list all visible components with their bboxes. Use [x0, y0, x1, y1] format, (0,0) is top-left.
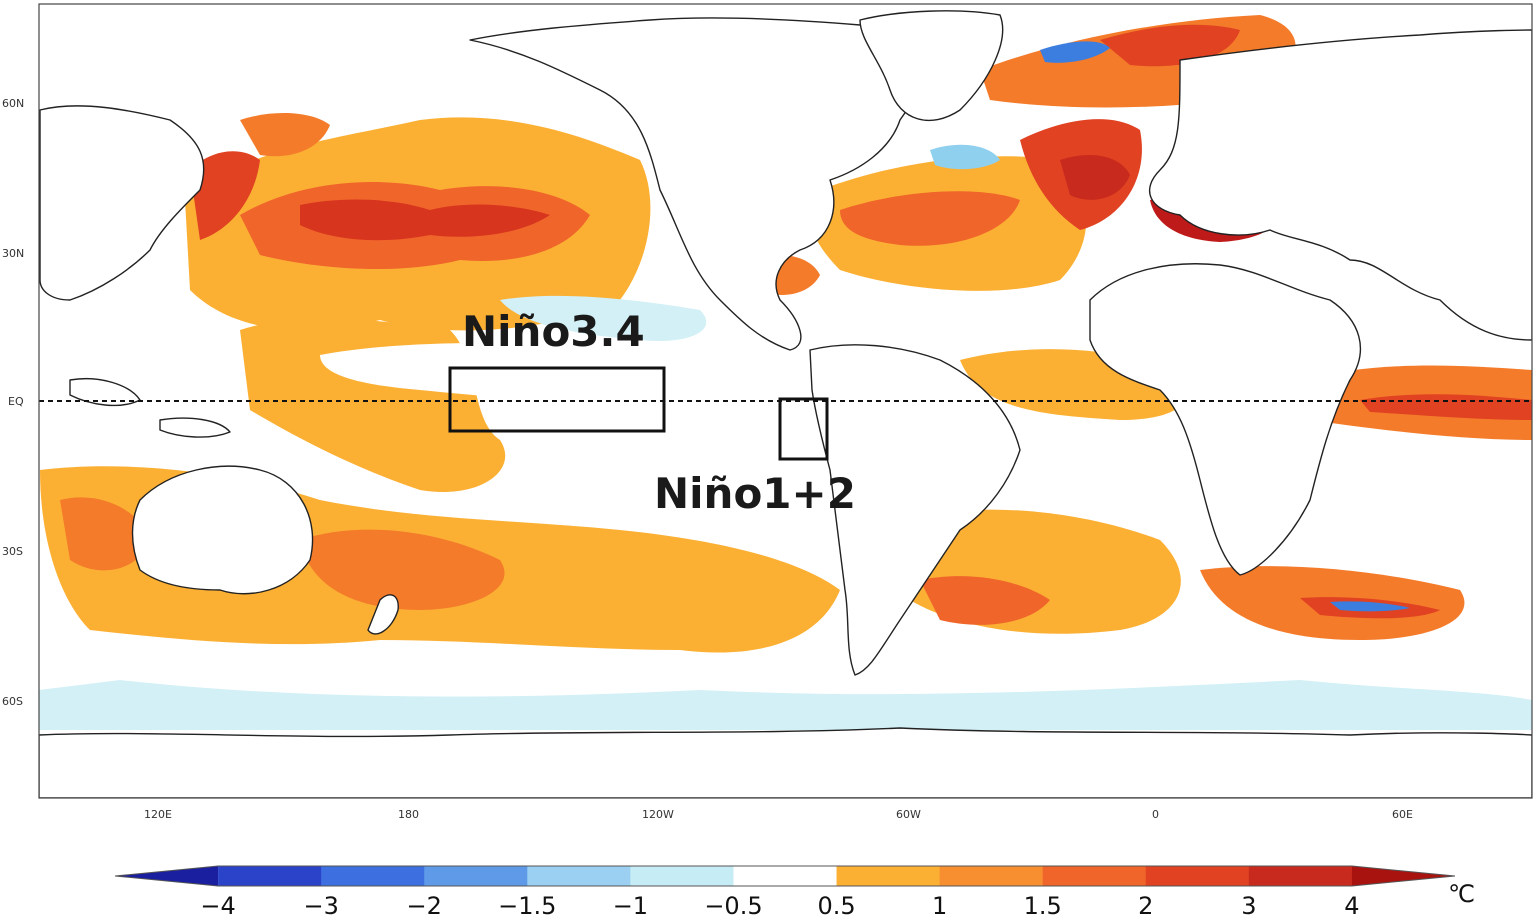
landmasses [39, 10, 1532, 798]
longitude-axis: 120E 180 120W 60W 0 60E [144, 808, 1413, 821]
colorbar-tick-label: −2 [407, 892, 442, 918]
colorbar-swatch [424, 866, 528, 886]
colorbar-tick-label: −4 [200, 892, 235, 918]
nino12-label: Niño1+2 [654, 469, 856, 518]
lat-tick-label: 60N [2, 97, 24, 110]
colorbar-tick-label: 4 [1344, 892, 1359, 918]
colorbar-tick-label: 0.5 [817, 892, 855, 918]
colorbar-unit: ℃ [1448, 880, 1475, 908]
map-panel [39, 4, 1532, 798]
colorbar-tick-label: 2 [1138, 892, 1153, 918]
colorbar-arrow-high [1351, 866, 1455, 886]
lat-tick-label: EQ [8, 395, 24, 408]
nino34-label: Niño3.4 [462, 307, 645, 356]
lon-tick-label: 180 [398, 808, 419, 821]
colorbar-swatch [1042, 866, 1147, 886]
colorbar: −4 −3 −2 −1.5 −1 −0.5 0.5 1 1.5 2 3 4 [114, 865, 1456, 918]
colorbar-tick-label: 1 [932, 892, 947, 918]
colorbar-swatch [733, 866, 838, 886]
colorbar-swatch [527, 866, 631, 886]
lon-tick-label: 0 [1152, 808, 1159, 821]
colorbar-tick-label: 3 [1241, 892, 1256, 918]
colorbar-swatch [939, 866, 1044, 886]
nino12-box [778, 397, 829, 461]
lon-tick-label: 120W [642, 808, 674, 821]
colorbar-swatch [836, 866, 941, 886]
lat-tick-label: 30N [2, 247, 24, 260]
lon-tick-label: 60E [1392, 808, 1413, 821]
colorbar-arrow-low [115, 866, 219, 886]
colorbar-swatch [630, 866, 734, 886]
colorbar-tick-label: 1.5 [1024, 892, 1062, 918]
colorbar-tick-label: −1.5 [498, 892, 556, 918]
lat-tick-label: 30S [2, 545, 23, 558]
lon-tick-label: 60W [896, 808, 921, 821]
colorbar-swatch [321, 866, 425, 886]
colorbar-tick-label: −0.5 [704, 892, 762, 918]
colorbar-swatch [1145, 866, 1250, 886]
latitude-axis: 60N 30N EQ 30S 60S [2, 97, 24, 708]
colorbar-swatch [1248, 866, 1353, 886]
lat-tick-label: 60S [2, 695, 23, 708]
colorbar-swatch [218, 866, 322, 886]
nino34-box [448, 366, 666, 433]
lon-tick-label: 120E [144, 808, 172, 821]
colorbar-tick-label: −1 [613, 892, 648, 918]
colorbar-tick-label: −3 [303, 892, 338, 918]
